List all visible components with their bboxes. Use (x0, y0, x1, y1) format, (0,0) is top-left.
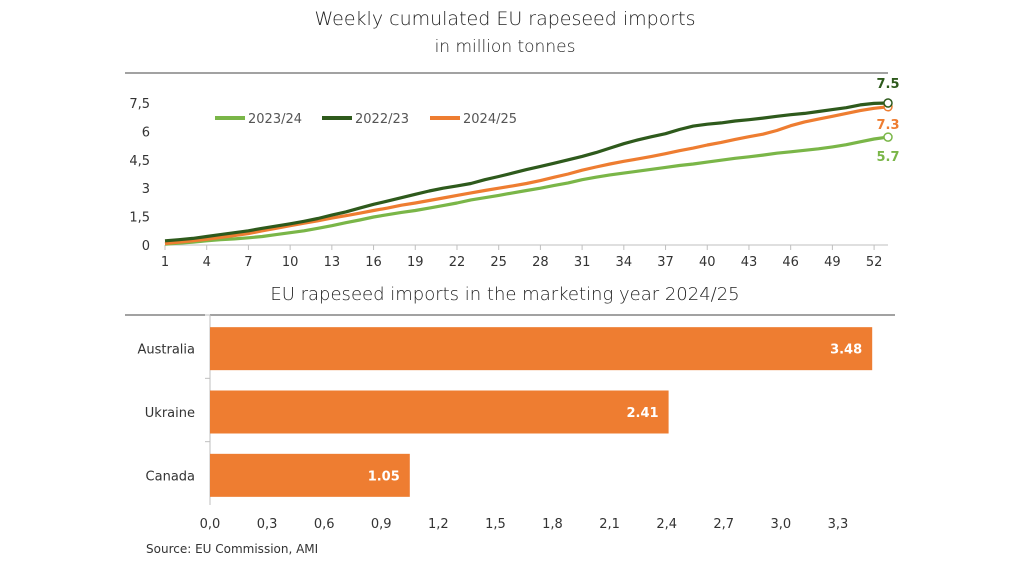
line-chart-y-tick-label: 4,5 (129, 154, 150, 169)
line-chart-title: Weekly cumulated EU rapeseed imports (314, 8, 696, 30)
bar-chart-x-tick-label: 2,1 (599, 517, 620, 532)
bar-chart-title: EU rapeseed imports in the marketing yea… (270, 284, 740, 305)
bar-chart-x-tick-label: 0,9 (371, 517, 392, 532)
line-chart-x-tick-label: 46 (782, 255, 799, 270)
line-chart-x-tick-label: 16 (365, 255, 382, 270)
line-chart-x-tick-label: 4 (203, 255, 211, 270)
source-note: Source: EU Commission, AMI (146, 542, 319, 556)
series-line-2022-23 (164, 101, 889, 243)
line-chart-x-tick-label: 25 (490, 255, 507, 270)
legend-label-2024-25: 2024/25 (463, 112, 517, 127)
bar-value-label: 2.41 (626, 406, 658, 421)
bar-australia (210, 327, 873, 371)
series-end-label-2022-23: 7.5 (876, 77, 899, 92)
line-chart-y-tick-label: 1,5 (129, 211, 150, 226)
bar-chart-x-tick-label: 1,5 (485, 517, 506, 532)
line-chart-x-tick-label: 34 (616, 255, 633, 270)
line-chart-x-tick-label: 40 (699, 255, 716, 270)
bar-chart-x-tick-label: 0,6 (314, 517, 335, 532)
line-chart-x-tick-label: 7 (244, 255, 252, 270)
line-chart-y-tick-label: 3 (142, 182, 150, 197)
bar-value-label: 1.05 (368, 469, 400, 484)
line-chart-x-tick-label: 28 (532, 255, 549, 270)
line-chart-x-tick-label: 49 (824, 255, 841, 270)
series-end-marker-2022-23 (883, 98, 893, 108)
line-chart-x-tick-label: 19 (407, 255, 424, 270)
line-chart-x-tick-label: 1 (161, 255, 169, 270)
bar-category-label: Ukraine (145, 406, 195, 421)
line-chart-x-tick-label: 10 (282, 255, 299, 270)
series-end-label-2023-24: 5.7 (876, 150, 899, 165)
line-chart-y-tick-label: 0 (142, 239, 150, 254)
legend-label-2023-24: 2023/24 (248, 112, 302, 127)
line-chart-x-tick-label: 43 (741, 255, 758, 270)
line-chart-subtitle: in million tonnes (434, 37, 576, 57)
legend-label-2022-23: 2022/23 (355, 112, 409, 127)
bar-chart-x-tick-label: 0,0 (200, 517, 221, 532)
bar-chart-x-tick-label: 0,3 (257, 517, 278, 532)
bar-chart-x-tick-label: 2,7 (713, 517, 734, 532)
bar-chart-x-tick-label: 1,8 (542, 517, 563, 532)
line-chart-x-tick-label: 31 (574, 255, 591, 270)
bar-canada (210, 453, 410, 497)
bar-category-label: Canada (146, 469, 195, 484)
bar-chart-x-tick-label: 3,0 (770, 517, 791, 532)
line-chart-x-tick-label: 37 (657, 255, 674, 270)
series-end-marker-2023-24 (883, 132, 893, 142)
line-chart-x-tick-label: 13 (324, 255, 341, 270)
bar-chart-x-tick-label: 2,4 (656, 517, 677, 532)
line-chart-y-tick-label: 7,5 (129, 97, 150, 112)
bar-chart-x-tick-label: 3,3 (828, 517, 849, 532)
series-line-2023-24 (164, 135, 889, 246)
bar-value-label: 3.48 (830, 343, 862, 358)
line-chart-x-tick-label: 22 (449, 255, 466, 270)
bar-chart-x-tick-label: 1,2 (428, 517, 449, 532)
line-chart-y-tick-label: 6 (142, 125, 150, 140)
series-line-2024-25 (164, 105, 889, 246)
bar-category-label: Australia (137, 343, 195, 358)
series-end-label-2024-25: 7.3 (876, 118, 899, 133)
line-chart-x-tick-label: 52 (866, 255, 883, 270)
bar-ukraine (210, 390, 669, 434)
